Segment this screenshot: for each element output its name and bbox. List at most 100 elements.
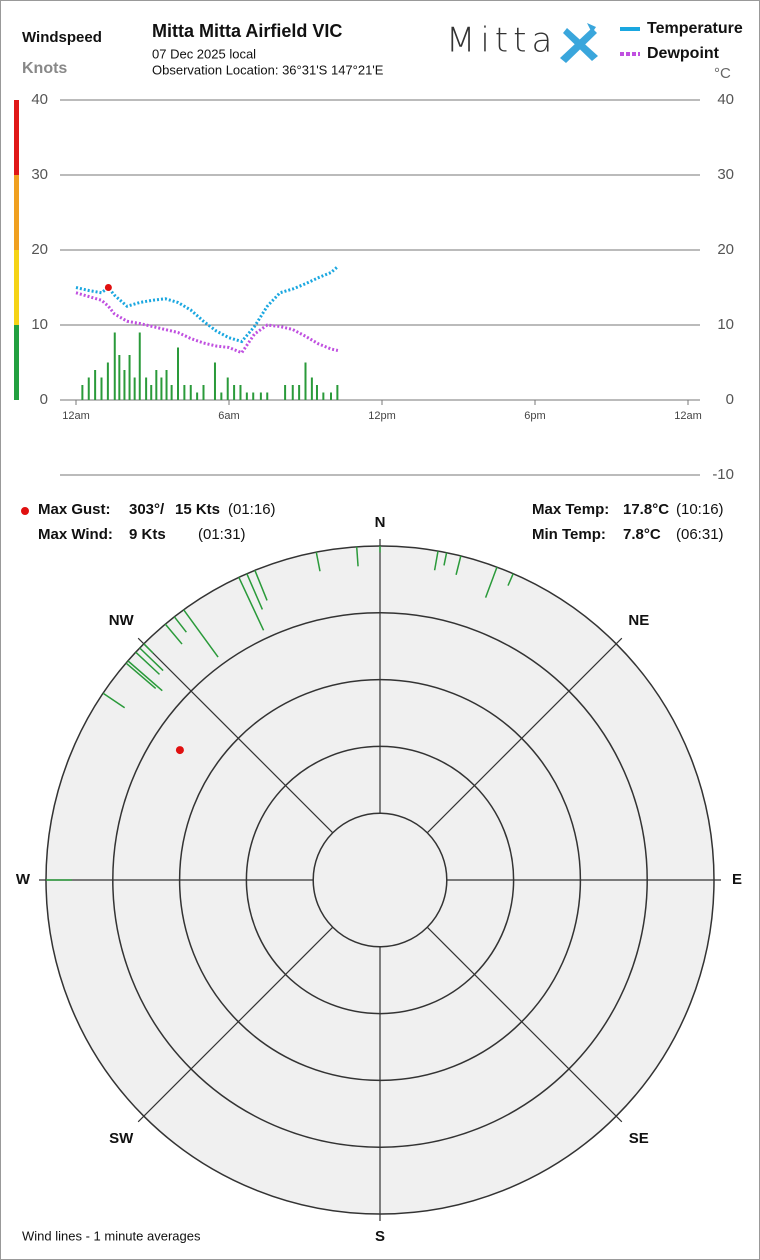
wind-line (315, 551, 321, 572)
wind-scale-band (14, 325, 19, 400)
legend-label: Dewpoint (647, 45, 720, 62)
rose-spoke (137, 926, 334, 1123)
wind-bar (160, 377, 163, 400)
x-tick-label: 6am (218, 410, 239, 422)
wind-bar (196, 392, 199, 400)
wind-bar (189, 385, 192, 400)
y2-tick-label: 0 (726, 391, 734, 408)
x-tick-label: 6pm (524, 410, 545, 422)
compass-label: SW (109, 1130, 134, 1147)
wind-scale-band (14, 250, 19, 325)
wind-scale-band (14, 175, 19, 250)
wind-line (507, 573, 514, 586)
summary-value: 17.8°C (623, 501, 669, 518)
wind-line (238, 576, 265, 631)
y2-tick-label: 10 (717, 316, 734, 333)
wind-line (143, 643, 154, 654)
summary-value: 9 Kts (129, 526, 166, 543)
summary-label: Max Wind: (38, 526, 113, 543)
wind-line (183, 609, 219, 658)
wind-bar (87, 377, 90, 400)
summary-label: Min Temp: (532, 526, 606, 543)
wind-line (443, 552, 448, 566)
location: Observation Location: 36°31'S 147°21'E (152, 62, 384, 77)
logo: Mitta (446, 21, 557, 61)
summary-label: Max Temp: (532, 501, 609, 518)
wind-bar (284, 385, 287, 400)
y2-tick-label: 30 (717, 166, 734, 183)
gust-marker (104, 284, 112, 291)
wind-line (246, 573, 264, 610)
chart-title: Mitta Mitta Airfield VIC (152, 21, 342, 41)
wind-line (135, 651, 161, 675)
wind-bar (123, 370, 126, 400)
wind-line (455, 555, 462, 576)
wind-bar (330, 392, 332, 400)
gust-marker (175, 746, 184, 755)
wind-bar (202, 385, 205, 400)
wind-line (484, 566, 498, 598)
logo-plane (560, 23, 598, 63)
wind-line (139, 647, 164, 672)
wind-bar (177, 347, 179, 400)
rose-spoke (426, 637, 623, 834)
wind-line (164, 623, 183, 645)
wind-bar (128, 355, 131, 400)
wind-bar (138, 332, 141, 400)
y-axis-unit: Knots (22, 60, 67, 77)
wind-bar (183, 385, 186, 400)
footnote: Wind lines - 1 minute averages (22, 1228, 201, 1243)
wind-bar (118, 355, 121, 400)
wind-line (173, 616, 187, 633)
wind-bar (113, 332, 116, 400)
wind-line (355, 546, 359, 567)
wind-bar (145, 377, 148, 400)
wind-bar (150, 385, 153, 400)
y-tick-label: 10 (31, 316, 48, 333)
y-tick-label: 0 (40, 391, 48, 408)
wind-bar (252, 392, 255, 400)
summary-time: (01:16) (228, 501, 276, 518)
wind-bar (220, 392, 223, 400)
summary-time: (10:16) (676, 501, 724, 518)
y-axis-label: Windspeed (22, 29, 102, 46)
legend-label: Temperature (647, 20, 743, 37)
y-tick-label: 30 (31, 166, 48, 183)
wind-bar (213, 362, 216, 400)
wind-bar (322, 392, 325, 400)
rose-ring (312, 812, 448, 948)
date: 07 Dec 2025 local (152, 46, 256, 61)
wind-bar (315, 385, 318, 400)
wind-bar (291, 385, 294, 400)
x-tick-label: 12pm (368, 410, 396, 422)
rose-spoke (137, 637, 334, 834)
wind-line (127, 660, 163, 692)
x-tick-label: 12am (62, 410, 90, 422)
wind-line (254, 570, 268, 601)
wind-bar (233, 385, 236, 400)
compass-label: NW (109, 612, 135, 629)
compass-label: W (16, 871, 31, 888)
wind-bar (310, 377, 313, 400)
x-tick-label: 12am (674, 410, 702, 422)
summary-time: (01:31) (198, 526, 246, 543)
wind-bar (298, 385, 301, 400)
summary-value: 15 Kts (175, 501, 220, 518)
wind-bar (100, 377, 103, 400)
wind-line (102, 692, 126, 709)
summary-value: 7.8°C (623, 526, 661, 543)
summary-value: 303°/ (129, 501, 165, 518)
wind-bar (266, 392, 269, 400)
gust-legend-dot (21, 507, 29, 515)
y2-tick-label: -10 (712, 466, 734, 483)
compass-label: E (732, 871, 742, 888)
wind-bar (170, 385, 173, 400)
y2-tick-label: 40 (717, 91, 734, 108)
wind-bar (259, 392, 262, 400)
wind-bar (336, 385, 339, 400)
compass-label: N (375, 514, 386, 531)
summary-time: (06:31) (676, 526, 724, 543)
wind-line (433, 550, 439, 571)
